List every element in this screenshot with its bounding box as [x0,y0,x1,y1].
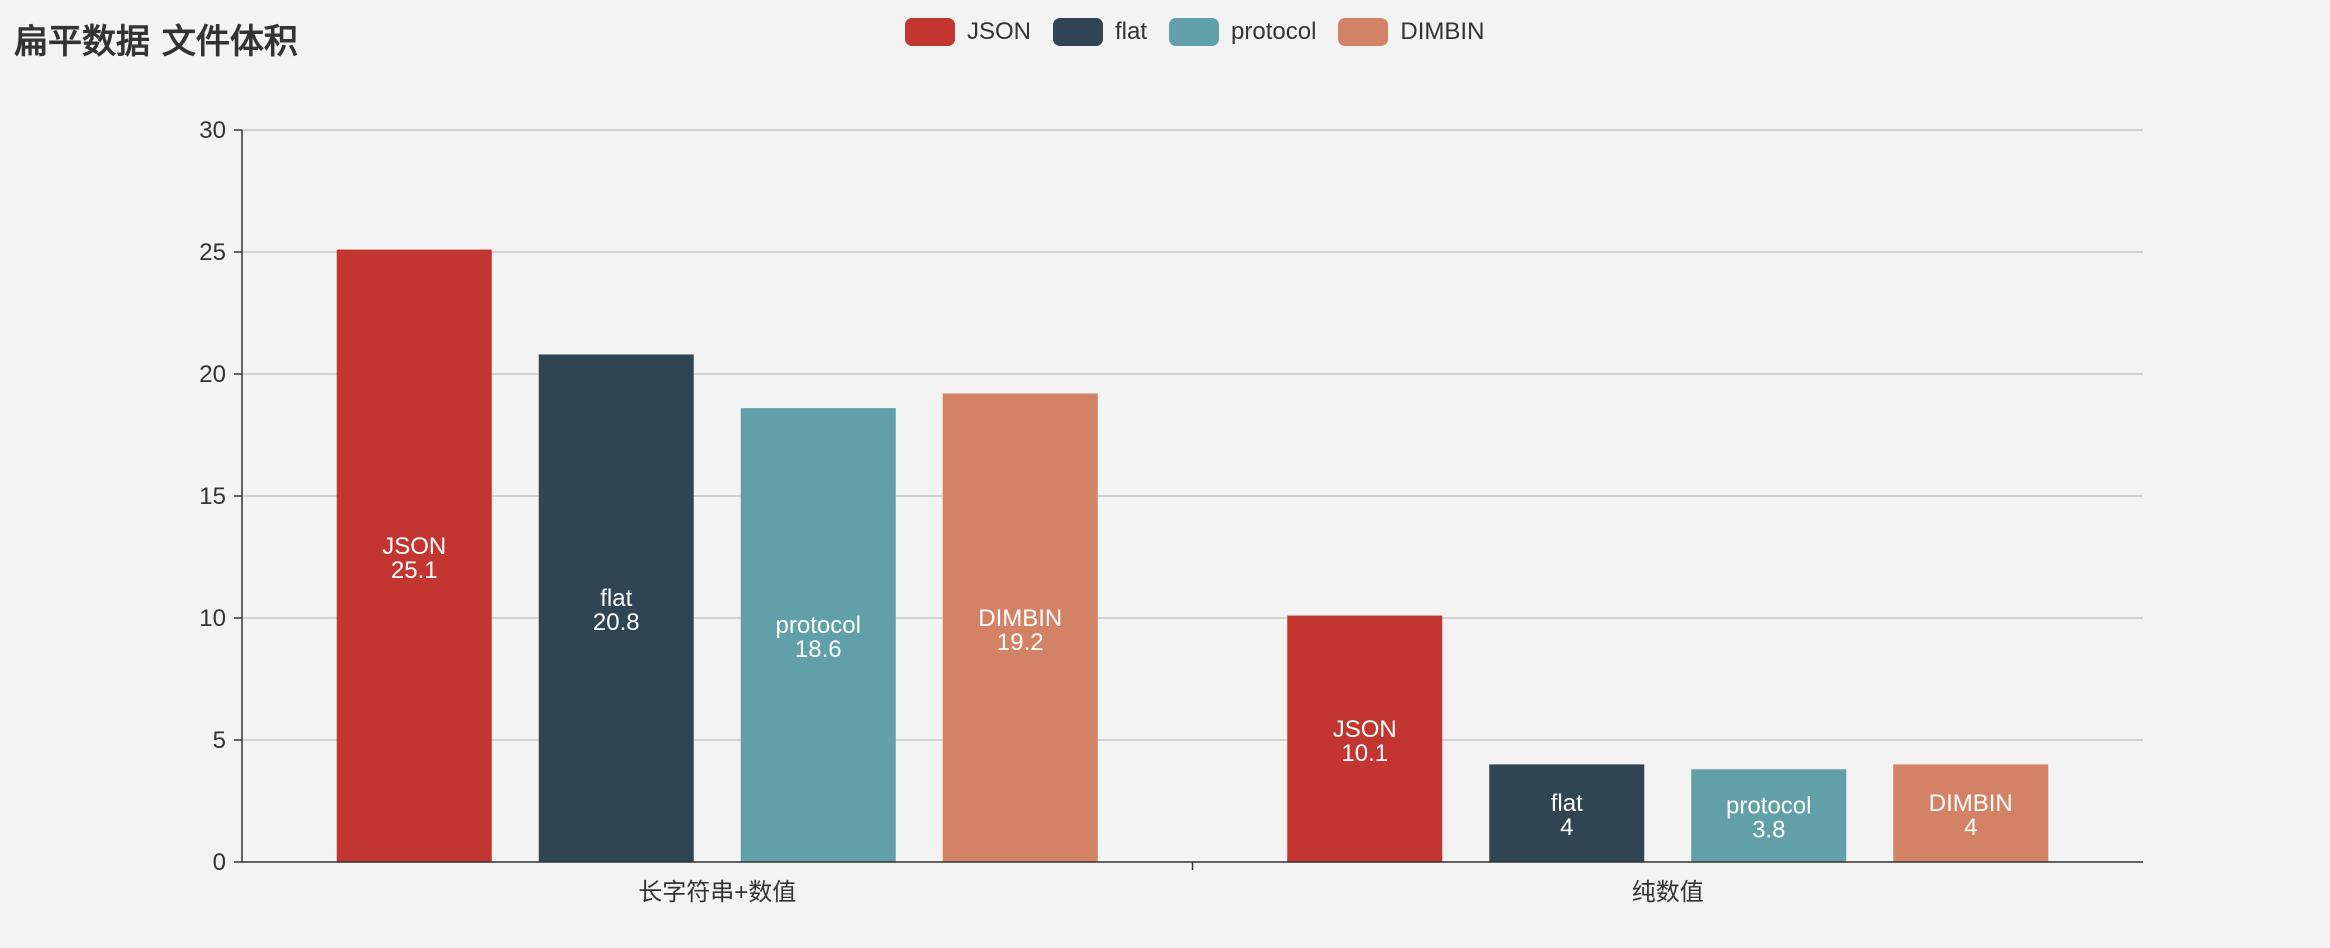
bar-protocol[interactable] [740,408,896,862]
bar-dimbin[interactable] [942,393,1098,862]
x-tick-label: 长字符串+数值 [638,879,796,906]
chart-title: 扁平数据 文件体积 [14,22,298,62]
bar-series-label: protocol [1726,793,1811,820]
y-tick-label: 30 [199,117,226,144]
legend-swatch-flat [1053,18,1104,46]
bar-value-label: 3.8 [1752,817,1785,844]
bar-series-label: flat [1551,790,1583,817]
legend-swatch-json [905,18,955,46]
legend-label-dimbin: DIMBIN [1400,18,1485,45]
y-tick-label: 10 [199,605,226,632]
legend-swatch-dimbin [1338,18,1389,46]
y-tick-label: 25 [199,239,226,266]
bar-value-label: 4 [1560,814,1573,841]
bar-value-label: 25.1 [391,557,438,584]
x-axis: 长字符串+数值 纯数值 [242,861,2143,906]
y-tick-label: 20 [199,361,226,388]
legend-swatch-protocol [1169,18,1220,46]
bar-series-label: JSON [1333,716,1397,743]
legend-label-protocol: protocol [1231,18,1317,45]
y-tick-label: 15 [199,483,226,510]
y-tick-label: 5 [213,727,226,754]
bar-flat[interactable] [1489,764,1645,862]
legend-label-flat: flat [1115,18,1148,45]
bar-value-label: 19.2 [997,629,1044,656]
y-axis: 0 5 10 15 20 25 30 [199,117,243,876]
bar-series-label: protocol [776,612,861,639]
bar-value-label: 18.6 [795,636,842,663]
y-tick-label: 0 [213,849,226,876]
legend: JSON flat protocol DIMBIN [905,18,1506,46]
bar-dimbin[interactable] [1893,764,2049,862]
bar-json[interactable] [1287,615,1443,862]
bar-json[interactable] [336,249,492,862]
grid-lines [242,129,2143,741]
legend-item-json[interactable]: JSON [905,18,1031,46]
legend-label-json: JSON [967,18,1032,45]
legend-item-protocol[interactable]: protocol [1169,18,1316,46]
legend-item-dimbin[interactable]: DIMBIN [1338,18,1484,46]
bar-value-label: 10.1 [1341,740,1388,767]
x-tick-label: 纯数值 [1632,879,1704,906]
bar-series-label: DIMBIN [978,605,1062,632]
bar-value-label: 4 [1964,814,1977,841]
bar-flat[interactable] [538,354,694,862]
bar-series-label: DIMBIN [1929,790,2013,817]
bar-value-label: 20.8 [593,609,640,636]
bar-series-label: JSON [382,533,446,560]
bar-protocol[interactable] [1691,769,1847,862]
legend-item-flat[interactable]: flat [1053,18,1147,46]
bar-series-label: flat [600,585,632,612]
